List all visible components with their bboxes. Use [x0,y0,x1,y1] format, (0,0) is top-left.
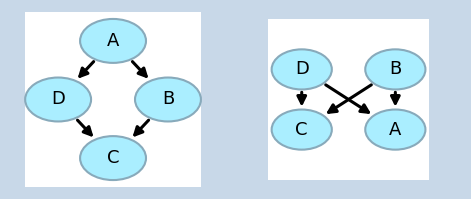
Ellipse shape [365,49,425,90]
Ellipse shape [272,49,332,90]
Text: A: A [389,121,402,139]
Ellipse shape [80,136,146,180]
FancyBboxPatch shape [268,19,429,180]
Text: B: B [162,91,174,108]
Ellipse shape [25,78,91,121]
Text: D: D [51,91,65,108]
Text: C: C [295,121,308,139]
Text: A: A [107,32,119,50]
Ellipse shape [135,78,201,121]
Text: B: B [389,60,401,78]
Text: C: C [107,149,119,167]
Ellipse shape [80,19,146,63]
FancyBboxPatch shape [25,12,201,187]
Text: D: D [295,60,309,78]
Ellipse shape [365,109,425,150]
Ellipse shape [272,109,332,150]
